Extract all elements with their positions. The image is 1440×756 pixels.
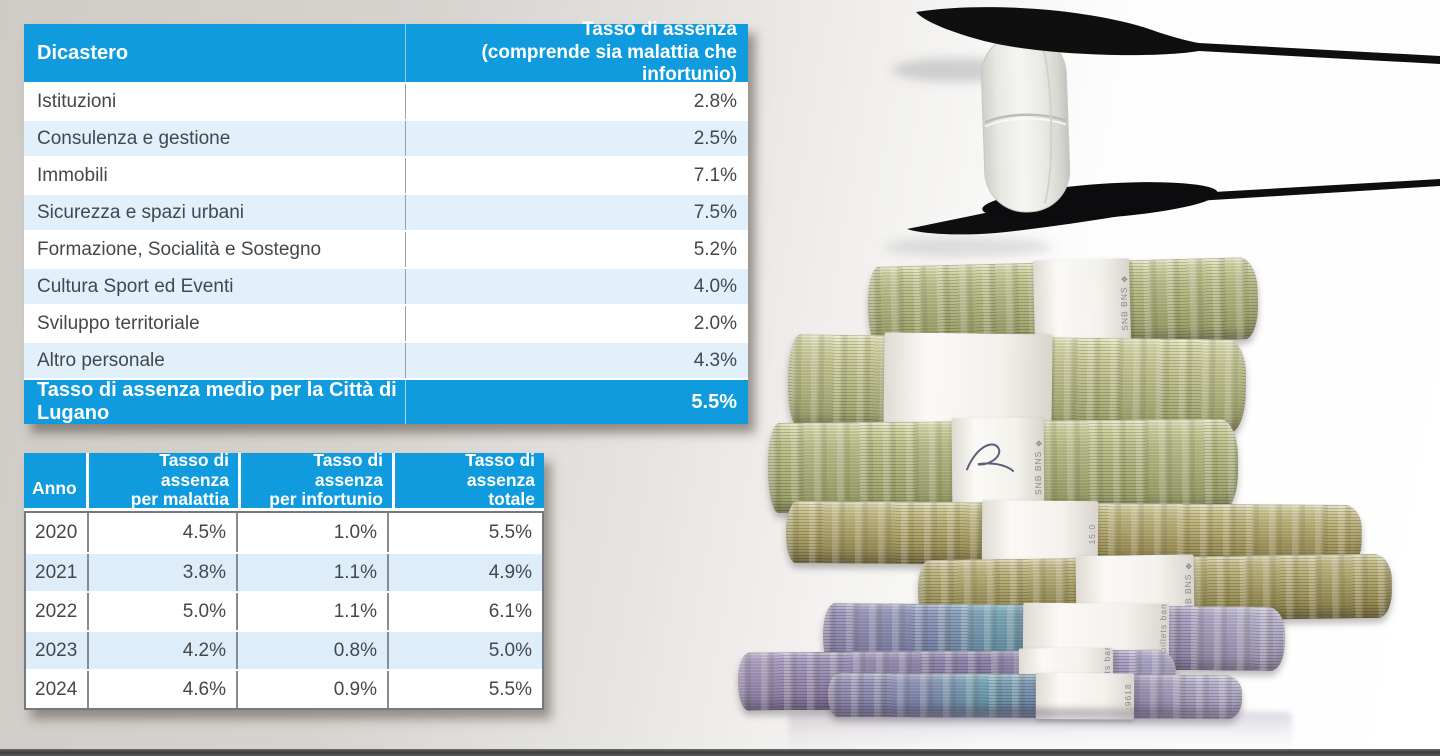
- header-line: Tasso di assenza: [159, 449, 229, 490]
- injury-cell: 1.0%: [236, 513, 387, 552]
- footer-label: Tasso di assenza medio per la Città di L…: [24, 379, 406, 424]
- sickness-cell: 5.0%: [87, 593, 236, 630]
- table-row: Sicurezza e spazi urbani 7.5%: [24, 193, 748, 230]
- total-cell: 5.0%: [387, 632, 542, 669]
- stack-contact-shadow: [796, 705, 1276, 719]
- total-column-header: Tasso di assenza totale: [395, 449, 544, 510]
- tweezers-bottom-blade: [907, 179, 1440, 235]
- table-row: Sviluppo territoriale 2.0%: [24, 304, 748, 341]
- absence-by-department-table: Dicastero Tasso di assenza (comprende si…: [24, 19, 748, 424]
- year-cell: 2024: [35, 678, 78, 700]
- total-cell: 6.1%: [387, 593, 542, 630]
- table-row: Consulenza e gestione 2.5%: [24, 119, 748, 156]
- department-cell: Altro personale: [24, 343, 406, 378]
- table-row: Formazione, Socialità e Sostegno 5.2%: [24, 230, 748, 267]
- rate-header-line1: Tasso di assenza: [582, 19, 737, 41]
- band-label: SNB BNS ❖: [1032, 436, 1044, 496]
- rate-header-line2: (comprende sia malattia che infortunio): [481, 41, 737, 86]
- tip-shadow: [884, 237, 1052, 257]
- injury-cell: 1.1%: [236, 593, 387, 630]
- sickness-cell: 3.8%: [87, 554, 236, 591]
- table-row: 2024 4.6% 0.9% 5.5%: [26, 669, 542, 708]
- tip-shadow: [892, 58, 1024, 82]
- table-row: Immobili 7.1%: [24, 156, 748, 193]
- rate-cell: 2.0%: [693, 312, 737, 334]
- year-cell: 2023: [35, 639, 78, 661]
- table-body: 2020 4.5% 1.0% 5.5% 2021 3.8% 1.1% 4.9% …: [24, 511, 544, 710]
- year-column-header: Anno: [24, 453, 86, 508]
- band-label: SNB BNS ❖: [1118, 271, 1130, 331]
- table-row: Cultura Sport ed Eventi 4.0%: [24, 267, 748, 304]
- header-line: per infortunio: [269, 489, 383, 510]
- total-cell: 5.5%: [387, 671, 542, 708]
- year-cell: 2022: [35, 600, 78, 622]
- sickness-column-header: Tasso di assenza per malattia: [89, 449, 238, 510]
- injury-cell: 0.9%: [236, 671, 387, 708]
- header-line: per malattia: [130, 489, 229, 510]
- rate-cell: 4.3%: [693, 349, 737, 371]
- department-cell: Cultura Sport ed Eventi: [24, 269, 406, 304]
- department-cell: Sicurezza e spazi urbani: [24, 195, 406, 230]
- pill-score-line: [984, 113, 1067, 124]
- injury-cell: 0.8%: [236, 632, 387, 669]
- table-row: 2023 4.2% 0.8% 5.0%: [26, 630, 542, 669]
- header-line: Tasso di assenza: [465, 449, 535, 490]
- department-column-header: Dicastero: [24, 24, 406, 82]
- table-header-row: Dicastero Tasso di assenza (comprende si…: [24, 19, 748, 85]
- footer-value: 5.5%: [691, 390, 737, 413]
- year-cell: 2020: [35, 521, 78, 543]
- absence-by-year-table: Anno Tasso di assenza per malattia Tasso…: [24, 449, 544, 710]
- table-footer-row: Tasso di assenza medio per la Città di L…: [24, 378, 748, 424]
- table-row: Altro personale 4.3%: [24, 341, 748, 378]
- rate-cell: 4.0%: [693, 275, 737, 297]
- stack-reflection: [788, 712, 1292, 754]
- department-cell: Formazione, Socialità e Sostegno: [24, 232, 406, 267]
- table-row: Istituzioni 2.8%: [24, 82, 748, 119]
- department-cell: Consulenza e gestione: [24, 121, 406, 156]
- rate-cell: 7.1%: [693, 164, 737, 186]
- rate-cell: 2.8%: [693, 90, 737, 112]
- header-line: Tasso di assenza: [313, 449, 383, 490]
- money-bundle: [787, 332, 1247, 433]
- pill-facet-line: [1040, 41, 1053, 204]
- signature-squiggle: [966, 444, 1015, 473]
- table-header-row: Anno Tasso di assenza per malattia Tasso…: [24, 449, 544, 510]
- rate-cell: 2.5%: [693, 127, 737, 149]
- rate-cell: 7.5%: [693, 201, 737, 223]
- header-line: totale: [488, 489, 535, 510]
- total-cell: 4.9%: [387, 554, 542, 591]
- injury-cell: 1.1%: [236, 554, 387, 591]
- table-row: 2021 3.8% 1.1% 4.9%: [26, 552, 542, 591]
- year-cell: 2021: [35, 561, 78, 583]
- money-bundle: SNB BNS ❖: [767, 417, 1239, 515]
- bundle-band: SNB BNS ❖: [951, 417, 1045, 515]
- rate-cell: 5.2%: [693, 238, 737, 260]
- department-cell: Istituzioni: [24, 84, 406, 119]
- tweezers-top-blade: [916, 7, 1440, 64]
- rate-column-header: Tasso di assenza (comprende sia malattia…: [406, 19, 748, 85]
- bottom-border-bar: [0, 749, 1440, 756]
- department-cell: Immobili: [24, 158, 406, 193]
- injury-column-header: Tasso di assenza per infortunio: [241, 449, 392, 510]
- pill-illustration: [980, 33, 1071, 213]
- sickness-cell: 4.6%: [87, 671, 236, 708]
- table-row: 2022 5.0% 1.1% 6.1%: [26, 591, 542, 630]
- total-cell: 5.5%: [387, 513, 542, 552]
- band-label: 15:0: [1086, 523, 1098, 545]
- department-cell: Sviluppo territoriale: [24, 306, 406, 341]
- sickness-cell: 4.2%: [87, 632, 236, 669]
- table-row: 2020 4.5% 1.0% 5.5%: [26, 513, 542, 552]
- sickness-cell: 4.5%: [87, 513, 236, 552]
